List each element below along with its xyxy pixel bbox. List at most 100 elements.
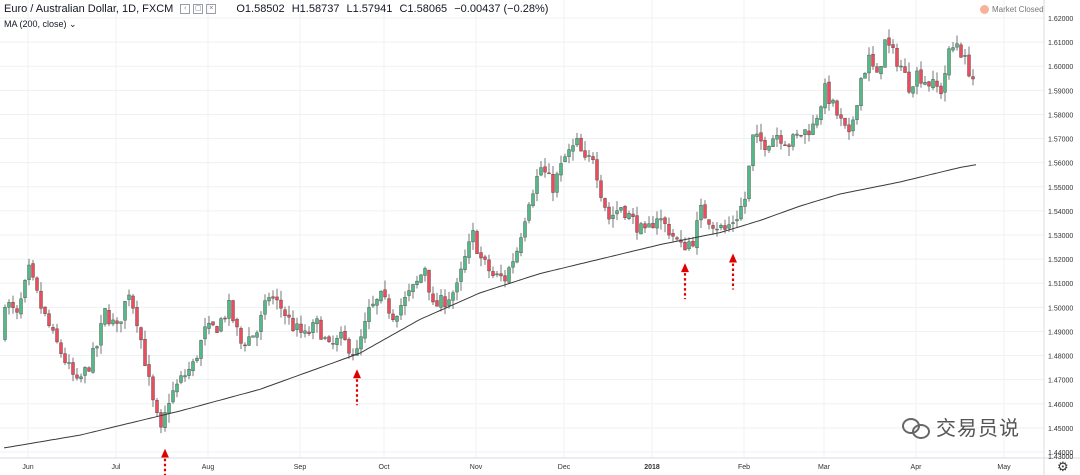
candle-body <box>331 343 335 345</box>
time-tick-label: Feb <box>738 464 750 471</box>
candle-body <box>547 172 551 175</box>
candle-body <box>471 230 475 243</box>
candle-body <box>243 344 247 347</box>
arrow-up-head <box>353 369 361 379</box>
candle-body <box>539 167 543 176</box>
candle-body <box>83 367 87 376</box>
candle-body <box>947 48 951 76</box>
candle-body <box>311 322 315 333</box>
candle-body <box>607 206 611 220</box>
close-icon[interactable]: × <box>206 4 217 14</box>
candle-body <box>723 225 727 230</box>
candle-body <box>851 119 855 132</box>
candle-body <box>811 123 815 135</box>
candle-body <box>963 55 967 57</box>
candle-body <box>151 376 155 401</box>
candle-body <box>535 176 539 194</box>
time-tick-label: Aug <box>202 464 215 471</box>
candle-body <box>291 317 295 332</box>
candle-body <box>275 296 279 301</box>
candle-body <box>971 76 975 80</box>
candle-body <box>567 149 571 157</box>
candle-body <box>691 240 695 247</box>
candle-body <box>627 213 631 219</box>
candle-body <box>655 218 659 229</box>
candle-body <box>443 296 447 308</box>
candle-body <box>119 321 123 324</box>
candle-body <box>939 85 943 95</box>
candle-body <box>395 315 399 322</box>
candle-body <box>391 313 395 320</box>
candle-body <box>55 328 59 343</box>
candle-body <box>315 318 319 325</box>
price-tick-label: 1.48000 <box>1048 354 1073 361</box>
time-axis[interactable]: Jun Jul Aug Sep Oct Nov Dec 2018 Feb Mar Apr May <box>22 464 1011 471</box>
candle-body <box>511 261 515 268</box>
candle-body <box>595 159 599 181</box>
candle-body <box>735 219 739 222</box>
candle-body <box>687 241 691 250</box>
candle-body <box>491 271 495 276</box>
time-tick-label: Jun <box>22 464 33 471</box>
candle-body <box>147 364 151 377</box>
candle-body <box>215 326 219 333</box>
candle-body <box>39 290 43 309</box>
candle-body <box>699 205 703 221</box>
candle-body <box>719 224 723 228</box>
candle-body <box>355 348 359 356</box>
candle-body <box>743 198 747 207</box>
candle-body <box>91 348 95 373</box>
price-axis[interactable]: 1.44000 1.45000 1.46000 1.47000 1.48000 1.490… <box>1048 16 1073 461</box>
time-tick-label: Sep <box>294 464 307 471</box>
candle-body <box>631 213 635 217</box>
price-tick-label: 1.52000 <box>1048 257 1073 264</box>
candle-body <box>967 54 971 77</box>
candle-body <box>15 308 19 313</box>
candle-body <box>231 300 235 322</box>
candle-body <box>651 223 655 228</box>
candle-body <box>955 43 959 48</box>
candle-body <box>711 225 715 229</box>
candle-body <box>371 303 375 307</box>
candle-body <box>915 70 919 87</box>
candle-body <box>583 150 587 158</box>
gear-icon[interactable]: ⚙ <box>1057 459 1069 474</box>
price-tick-label: 1.50000 <box>1048 305 1073 312</box>
candle-body <box>635 215 639 233</box>
candle-body <box>747 165 751 199</box>
candle-body <box>23 280 27 298</box>
chevron-down-icon[interactable]: ⌄ <box>69 19 77 29</box>
collapse-icon[interactable]: ‹ <box>180 4 191 14</box>
price-tick-label: 1.60000 <box>1048 64 1073 71</box>
candle-body <box>591 156 595 161</box>
candle-body <box>319 319 323 340</box>
settings-icon[interactable]: ▢ <box>193 4 204 14</box>
candle-body <box>463 256 467 270</box>
candle-body <box>739 206 743 220</box>
candle-body <box>95 346 99 349</box>
candle-body <box>515 250 519 263</box>
candle-body <box>111 319 115 325</box>
price-tick-label: 1.55000 <box>1048 185 1073 192</box>
candle-body <box>139 327 143 341</box>
indicator-legend[interactable]: MA (200, close) ⌄ <box>4 19 77 30</box>
time-tick-label: Dec <box>558 464 571 471</box>
candle-body <box>219 318 223 332</box>
candle-body <box>871 54 875 67</box>
candle-body <box>775 135 779 140</box>
candle-body <box>555 173 559 193</box>
wechat-logo-icon <box>902 416 930 439</box>
candle-body <box>799 134 803 137</box>
time-tick-label: Oct <box>379 464 390 471</box>
watermark-text: 交易员说 <box>936 418 1020 440</box>
candle-body <box>703 204 707 219</box>
candle-body <box>835 100 839 116</box>
candle-body <box>807 130 811 136</box>
candle-body <box>115 320 119 324</box>
candle-body <box>339 331 343 339</box>
candle-body <box>347 339 351 354</box>
high-value: H1.58737 <box>291 3 340 15</box>
candle-body <box>135 307 139 327</box>
candle-body <box>403 297 407 306</box>
